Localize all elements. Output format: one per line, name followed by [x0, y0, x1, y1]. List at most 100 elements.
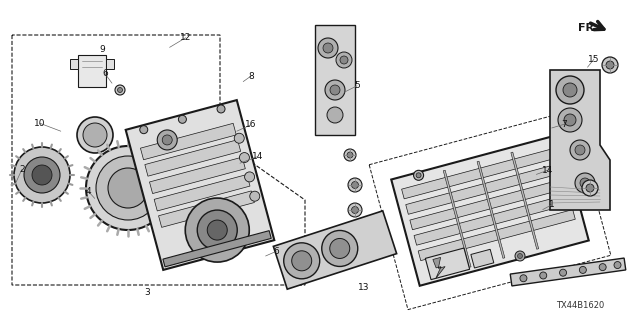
Circle shape — [162, 135, 172, 145]
Circle shape — [118, 87, 122, 92]
Polygon shape — [418, 210, 575, 261]
Circle shape — [244, 172, 255, 182]
Circle shape — [234, 133, 244, 143]
Circle shape — [284, 243, 320, 279]
Circle shape — [140, 126, 148, 134]
Circle shape — [197, 210, 237, 250]
Polygon shape — [315, 25, 355, 135]
Circle shape — [515, 251, 525, 261]
Circle shape — [575, 173, 595, 193]
Circle shape — [179, 115, 186, 123]
Text: 14: 14 — [542, 166, 554, 175]
Text: 6: 6 — [102, 69, 108, 78]
Circle shape — [348, 203, 362, 217]
Polygon shape — [70, 59, 78, 69]
Circle shape — [14, 147, 70, 203]
Circle shape — [575, 145, 585, 155]
Circle shape — [292, 251, 312, 271]
Circle shape — [579, 267, 586, 273]
Circle shape — [217, 105, 225, 113]
Circle shape — [602, 57, 618, 73]
Polygon shape — [125, 100, 275, 270]
Circle shape — [540, 272, 547, 279]
Circle shape — [330, 85, 340, 95]
Circle shape — [371, 238, 385, 252]
Polygon shape — [154, 174, 250, 211]
Polygon shape — [391, 134, 589, 286]
Polygon shape — [145, 140, 241, 176]
Circle shape — [77, 117, 113, 153]
Polygon shape — [163, 231, 271, 267]
Polygon shape — [444, 170, 471, 267]
Text: 1: 1 — [549, 200, 554, 209]
Circle shape — [582, 180, 598, 196]
Circle shape — [336, 52, 352, 68]
Text: FR.: FR. — [578, 23, 598, 33]
Circle shape — [520, 275, 527, 282]
Circle shape — [96, 156, 160, 220]
Circle shape — [580, 178, 590, 188]
Circle shape — [570, 140, 590, 160]
Circle shape — [157, 130, 177, 150]
Circle shape — [32, 165, 52, 185]
Text: 2: 2 — [19, 165, 24, 174]
Polygon shape — [159, 191, 254, 228]
Circle shape — [606, 61, 614, 69]
Polygon shape — [510, 258, 626, 286]
Circle shape — [327, 107, 343, 123]
Circle shape — [325, 80, 345, 100]
Polygon shape — [273, 211, 397, 289]
Circle shape — [322, 230, 358, 267]
Text: 16: 16 — [245, 120, 257, 129]
Polygon shape — [410, 179, 567, 230]
Circle shape — [556, 76, 584, 104]
Text: 7: 7 — [562, 120, 567, 129]
Circle shape — [330, 238, 349, 259]
Text: 5: 5 — [355, 81, 360, 90]
Circle shape — [351, 181, 358, 188]
Circle shape — [518, 253, 522, 259]
Polygon shape — [150, 157, 245, 194]
Polygon shape — [471, 249, 494, 268]
Polygon shape — [477, 161, 505, 258]
Circle shape — [559, 269, 566, 276]
Text: 6: 6 — [274, 247, 279, 256]
Text: 10: 10 — [34, 119, 45, 128]
Polygon shape — [433, 257, 445, 278]
Circle shape — [347, 152, 353, 158]
Text: TX44B1620: TX44B1620 — [556, 300, 604, 309]
Text: 12: 12 — [180, 33, 191, 42]
Circle shape — [348, 178, 362, 192]
Text: 14: 14 — [252, 152, 263, 161]
Polygon shape — [406, 163, 563, 214]
Circle shape — [185, 198, 249, 262]
Polygon shape — [78, 55, 106, 87]
Circle shape — [599, 264, 606, 271]
Polygon shape — [106, 59, 114, 69]
Circle shape — [83, 123, 107, 147]
Polygon shape — [140, 123, 236, 160]
Polygon shape — [414, 194, 571, 245]
Circle shape — [374, 242, 381, 249]
Circle shape — [340, 56, 348, 64]
Text: 4: 4 — [86, 187, 91, 196]
Circle shape — [239, 153, 250, 163]
Polygon shape — [550, 70, 610, 210]
Circle shape — [351, 206, 358, 213]
Circle shape — [413, 170, 424, 180]
Polygon shape — [401, 148, 559, 199]
Text: 8: 8 — [248, 72, 253, 81]
Circle shape — [115, 85, 125, 95]
Circle shape — [108, 168, 148, 208]
Polygon shape — [426, 248, 470, 280]
Circle shape — [614, 261, 621, 268]
Circle shape — [24, 157, 60, 193]
Circle shape — [86, 146, 170, 230]
Text: 15: 15 — [588, 55, 600, 64]
Circle shape — [564, 114, 576, 126]
Circle shape — [558, 108, 582, 132]
Circle shape — [344, 149, 356, 161]
Text: 13: 13 — [358, 283, 369, 292]
Circle shape — [250, 191, 260, 201]
Text: 3: 3 — [145, 288, 150, 297]
